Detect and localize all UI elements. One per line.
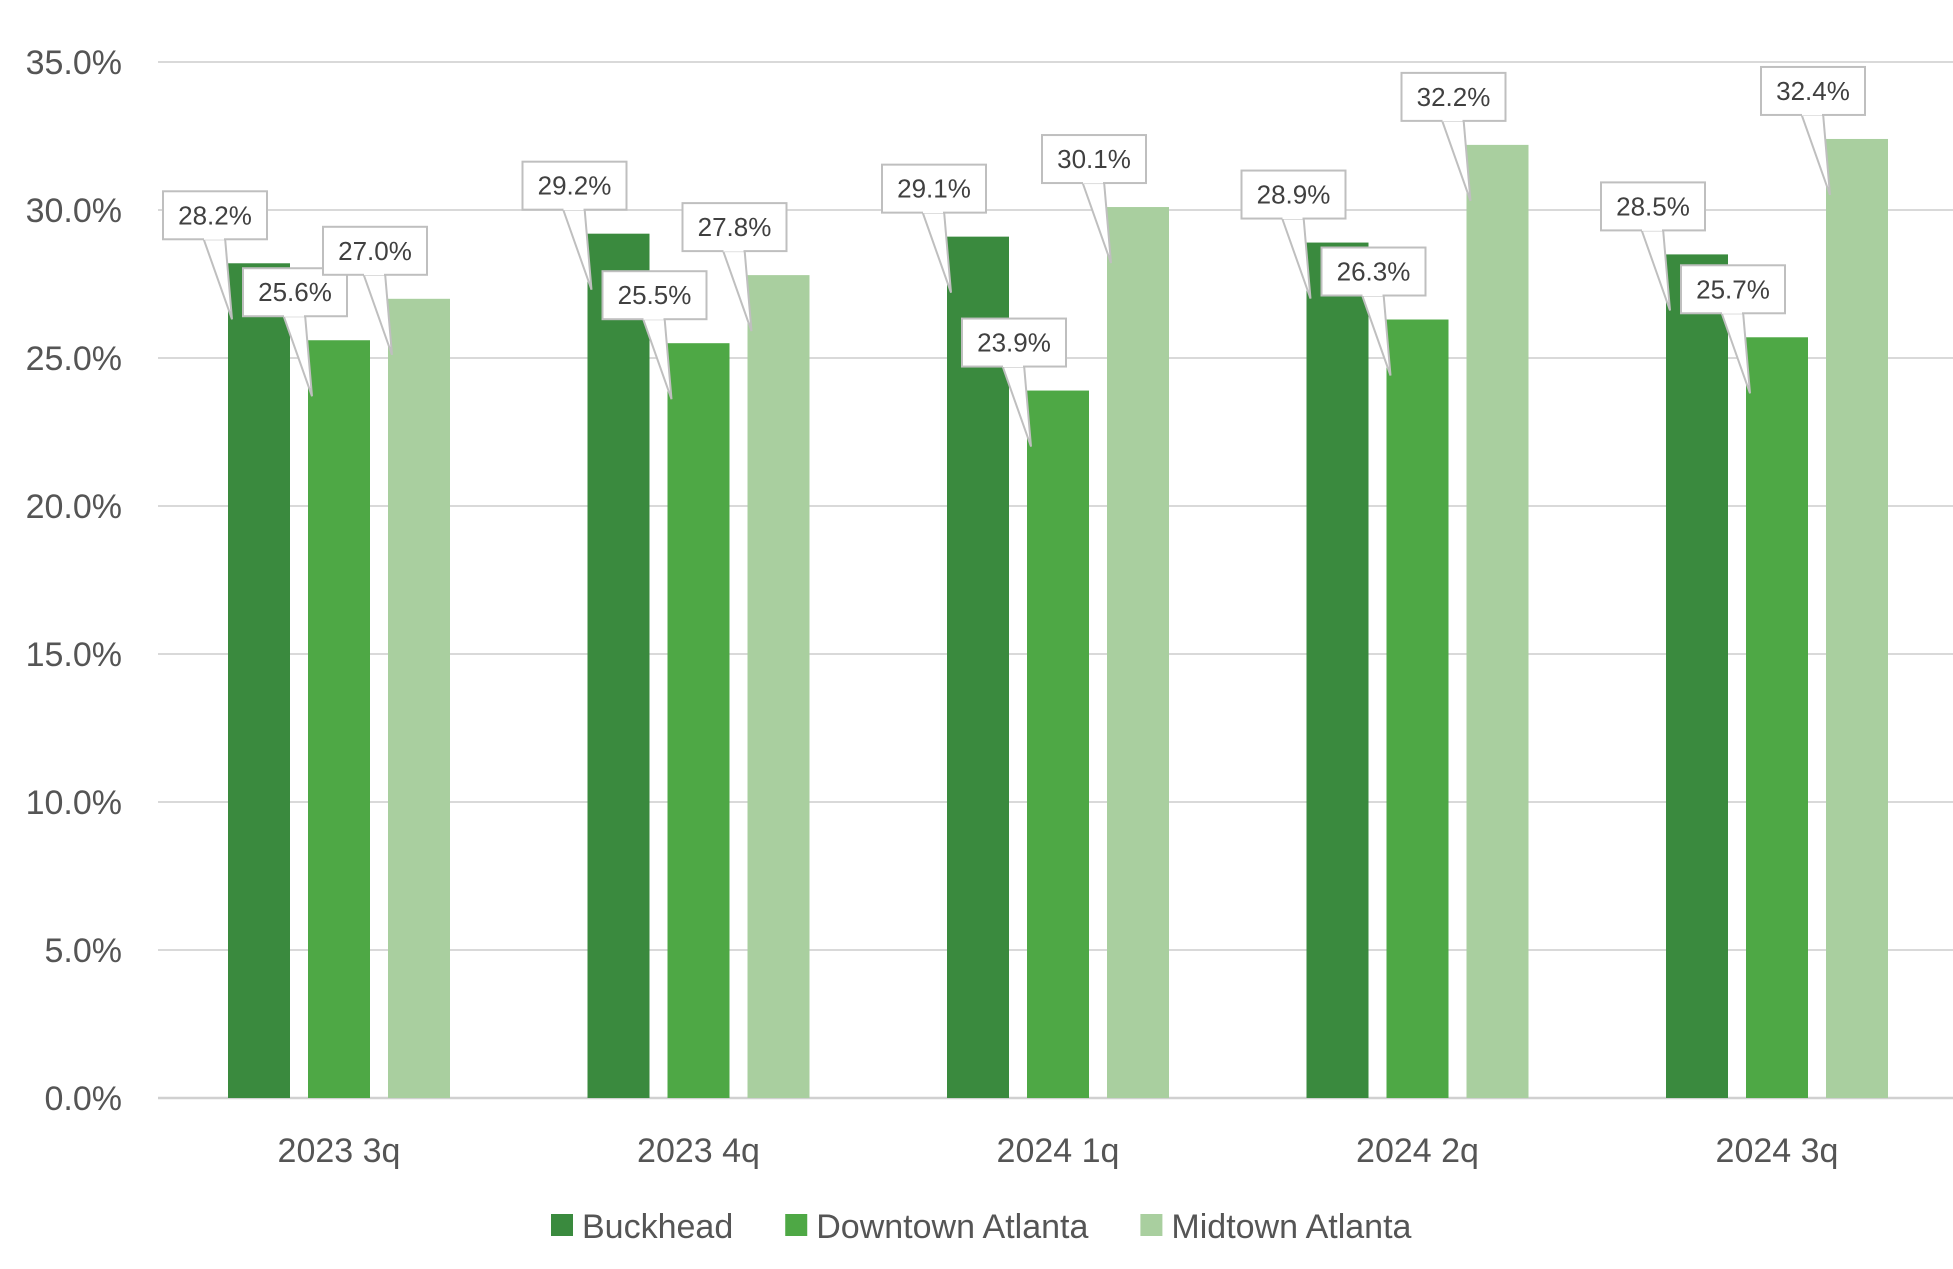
data-label: 28.5% [1616, 191, 1690, 221]
bar-midtown-atlanta [388, 298, 450, 1098]
bar-midtown-atlanta [1466, 144, 1529, 1098]
data-label-callout: 27.8% [681, 202, 788, 332]
data-label: 27.0% [338, 236, 412, 266]
data-label: 30.1% [1057, 144, 1131, 174]
data-label: 32.2% [1417, 82, 1491, 112]
data-label: 28.9% [1257, 180, 1331, 210]
bar-buckhead [947, 236, 1009, 1098]
callout-pointer [920, 209, 952, 293]
data-label-callout: 28.5% [1600, 181, 1706, 311]
data-label-callouts: 28.2% 25.6%27.0% 29.2% 25.5% 27.8% 29.1% 23.9%… [162, 65, 1866, 447]
y-tick-label: 25.0% [26, 340, 122, 378]
legend-swatch [785, 1214, 808, 1236]
bar-buckhead [1666, 254, 1728, 1098]
data-label: 27.8% [698, 212, 772, 242]
legend-label: Midtown Atlanta [1171, 1208, 1411, 1246]
y-tick-label: 20.0% [26, 488, 122, 526]
x-axis-category-labels: 2023 3q 2023 4q 2024 1q 2024 2q 2024 3q [278, 1132, 1839, 1170]
bar-downtown-atlanta [667, 343, 730, 1098]
callout-pointer [201, 236, 233, 320]
data-label-callout: 23.9% [961, 317, 1067, 447]
y-tick-label: 35.0% [26, 44, 122, 82]
data-label-callout: 25.6% [242, 267, 348, 397]
callout-pointer [721, 248, 753, 332]
callout-box [242, 267, 348, 318]
legend-swatch [1140, 1214, 1163, 1236]
data-label: 32.4% [1776, 76, 1850, 106]
legend-item-downtown-atlanta: Downtown Atlanta [785, 1208, 1088, 1246]
x-category-label: 2024 3q [1716, 1132, 1839, 1170]
data-label: 25.5% [618, 280, 692, 310]
legend-swatch [551, 1214, 573, 1236]
y-tick-label: 10.0% [26, 784, 122, 822]
callout-box [961, 317, 1067, 368]
data-label-callout: 30.1% [1041, 134, 1147, 264]
bar-downtown-atlanta [1386, 319, 1449, 1098]
callout-pointer [1080, 180, 1112, 264]
data-label-callout: 28.9% [1240, 169, 1347, 299]
x-category-label: 2023 4q [637, 1132, 760, 1170]
bar-downtown-atlanta [308, 340, 370, 1098]
callout-box [681, 202, 788, 253]
bar-buckhead [228, 263, 290, 1098]
bar-downtown-atlanta [1027, 390, 1089, 1098]
callout-pointer [1799, 111, 1831, 196]
bars [228, 138, 1888, 1099]
callout-pointer [1639, 227, 1671, 311]
callout-box [1680, 264, 1786, 315]
legend-label: Downtown Atlanta [816, 1208, 1088, 1246]
bar-midtown-atlanta [1107, 207, 1169, 1099]
bar-downtown-atlanta [1746, 337, 1808, 1098]
callout-box [881, 163, 987, 214]
callout-box [1600, 181, 1706, 232]
y-tick-label: 0.0% [45, 1080, 123, 1118]
callout-pointer [561, 206, 593, 291]
data-label: 28.2% [178, 200, 252, 230]
y-tick-label: 30.0% [26, 192, 122, 230]
data-label: 23.9% [977, 328, 1051, 358]
callout-box [1320, 246, 1427, 297]
data-label-callout: 28.2% [162, 190, 268, 320]
data-label: 26.3% [1337, 257, 1411, 287]
data-label: 29.1% [897, 174, 971, 204]
callout-box [1240, 169, 1347, 220]
callout-box [521, 160, 628, 211]
bar-buckhead [1306, 242, 1369, 1098]
data-label-callout: 32.2% [1400, 71, 1507, 202]
data-label: 25.7% [1696, 274, 1770, 304]
callout-box [1041, 134, 1147, 185]
bar-midtown-atlanta [1826, 138, 1888, 1098]
data-label: 29.2% [538, 171, 612, 201]
callout-pointer [1440, 117, 1472, 202]
bar-buckhead [587, 233, 650, 1098]
legend-item-buckhead: Buckhead [551, 1208, 733, 1246]
data-label-callout: 29.1% [881, 163, 987, 293]
data-label-callout: 32.4% [1760, 65, 1866, 196]
callout-pointer [1280, 215, 1312, 299]
data-label-callout: 25.7% [1680, 264, 1786, 394]
y-axis-tick-labels: 0.0% 5.0% 10.0% 15.0% 20.0% 25.0% 30.0% 35.0% [26, 44, 122, 1118]
x-category-label: 2024 2q [1356, 1132, 1479, 1170]
y-tick-label: 5.0% [45, 932, 123, 970]
legend: Buckhead Downtown Atlanta Midtown Atlanta [551, 1208, 1412, 1246]
y-tick-label: 15.0% [26, 636, 122, 674]
x-category-label: 2023 3q [278, 1132, 401, 1170]
data-label-callout: 25.5% [601, 270, 708, 400]
legend-label: Buckhead [582, 1208, 733, 1246]
x-category-label: 2024 1q [997, 1132, 1120, 1170]
legend-item-midtown-atlanta: Midtown Atlanta [1140, 1208, 1412, 1246]
bar-midtown-atlanta [747, 275, 810, 1098]
callout-box [1760, 65, 1866, 116]
data-label-callout: 29.2% [521, 160, 628, 291]
data-label: 25.6% [258, 277, 332, 307]
data-label-callout: 26.3% [1320, 246, 1427, 376]
data-label-callout: 27.0% [322, 225, 428, 356]
